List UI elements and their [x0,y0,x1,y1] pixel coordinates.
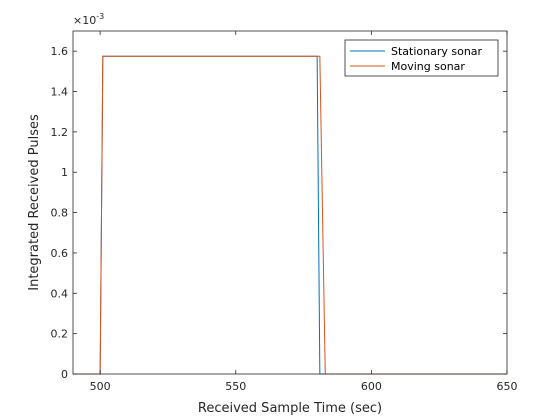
legend: Stationary sonar Moving sonar [344,39,499,77]
y-tick-label: 1.6 [51,45,69,58]
y-tick-label: 0.2 [51,328,69,341]
x-tick-label: 500 [90,380,111,393]
legend-label-1: Stationary sonar [391,45,483,58]
x-tick-label: 550 [225,380,246,393]
y-tick-label: 1 [61,166,68,179]
y-tick-label: 0.6 [51,247,69,260]
x-tick-label: 650 [497,380,518,393]
x-axis-label: Received Sample Time (sec) [198,401,382,416]
legend-label-2: Moving sonar [391,60,465,73]
y-tick-label: 1.4 [51,86,69,99]
y-axis-label: Integrated Received Pulses [27,114,42,291]
plot-box [72,30,508,375]
y-exponent-base: ×10 [73,14,96,27]
y-tick-label: 0 [61,368,68,381]
y-tick-label: 0.4 [51,287,69,300]
legend-box [344,39,499,77]
y-exponent-power: -3 [96,12,104,21]
x-axis: 500 550 600 650 [90,31,518,393]
y-axis: 0 0.2 0.4 0.6 0.8 1 1.2 1.4 1.6 [51,45,507,381]
y-exponent-label: ×10-3 [73,12,104,27]
y-tick-label: 0.8 [51,207,69,220]
x-tick-label: 600 [361,380,382,393]
plot-area [73,31,507,374]
y-tick-label: 1.2 [51,126,69,139]
